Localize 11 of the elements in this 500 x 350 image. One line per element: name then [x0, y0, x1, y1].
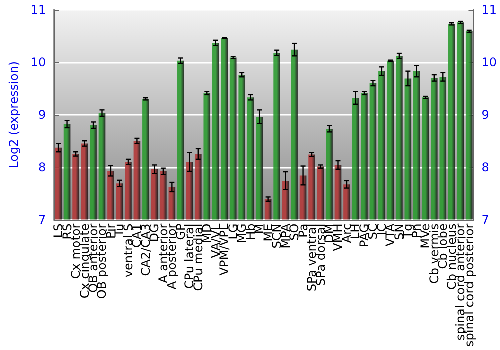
y2-tick-label: 11	[482, 3, 498, 17]
y2-tick-label: 7	[482, 212, 490, 227]
y-tick-label: 11	[30, 3, 46, 17]
y2-tick-label: 8	[482, 160, 490, 174]
y-axis-title: Log2 (expression)	[7, 61, 21, 168]
y-tick-label: 9	[38, 108, 46, 122]
y-tick-label: 7	[38, 212, 46, 227]
y2-tick-label: 10	[482, 55, 498, 70]
y2-tick-label: 9	[482, 108, 490, 122]
y-tick-label: 10	[30, 55, 46, 70]
y-tick-label: 8	[38, 160, 46, 174]
